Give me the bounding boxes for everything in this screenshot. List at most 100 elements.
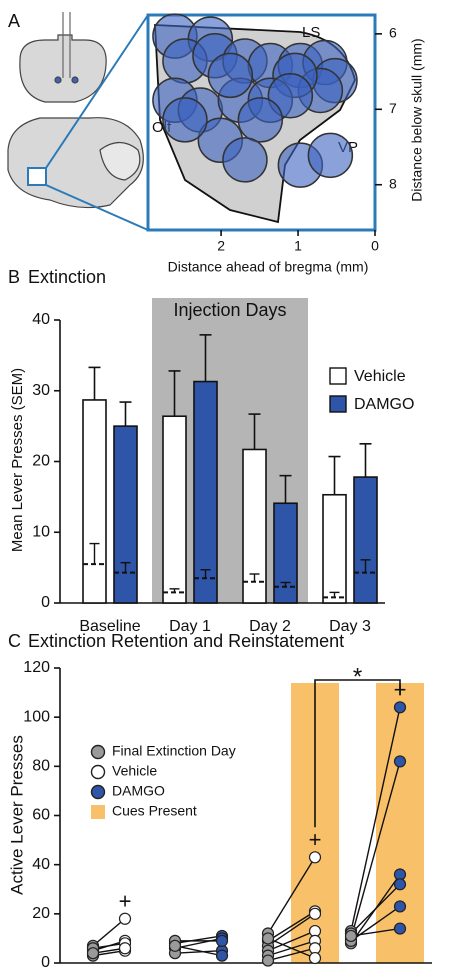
pair-line <box>267 856 316 934</box>
cue-band <box>376 683 424 963</box>
panel-label: C <box>8 631 21 651</box>
brain-sketch <box>7 12 144 209</box>
y-axis-label: Mean Lever Presses (SEM) <box>9 368 26 552</box>
legend-swatch <box>90 764 106 780</box>
after-point <box>393 878 407 891</box>
y-tick-label: 40 <box>32 311 50 328</box>
pair-line <box>174 937 223 949</box>
bar <box>82 399 107 604</box>
y-tick-label: 10 <box>32 523 50 540</box>
y-axis-label: Active Lever Presses <box>7 735 26 895</box>
before-point <box>168 939 182 952</box>
x-tick-label: 1 <box>294 238 302 254</box>
x-tick-label: Day 2 <box>249 618 291 635</box>
legend-label: Cues Present <box>112 803 197 819</box>
after-point <box>215 934 229 947</box>
legend-swatch <box>329 395 347 413</box>
zoom-line <box>45 14 149 169</box>
x-tick-label: Day 3 <box>329 618 371 635</box>
pair-line <box>350 883 401 934</box>
y-tick-label: 20 <box>32 905 50 922</box>
pair-line <box>350 927 401 937</box>
after-point <box>215 949 229 962</box>
y-axis-label: Distance below skull (mm) <box>409 38 425 201</box>
bar <box>322 493 347 604</box>
x-tick-label: Baseline <box>79 618 140 635</box>
y-tick-label: 0 <box>41 594 50 611</box>
y-tick-label: 0 <box>41 954 50 971</box>
shaded-label: Injection Days <box>173 300 286 320</box>
y-tick-label: 100 <box>23 708 50 725</box>
chart-title: Extinction <box>28 267 106 287</box>
significance-label: * <box>353 663 362 690</box>
y-tick-label: 40 <box>32 856 50 873</box>
bar <box>353 476 378 604</box>
after-point <box>393 922 407 935</box>
pair-line <box>92 918 126 947</box>
x-tick-label: 0 <box>371 238 379 254</box>
injection-site <box>237 97 284 143</box>
after-point <box>118 912 132 925</box>
y-tick-label: 80 <box>32 758 50 775</box>
pair-line <box>267 947 316 962</box>
legend-label: Final Extinction Day <box>112 743 236 759</box>
after-point <box>118 942 132 955</box>
pair-line <box>267 930 316 952</box>
legend-label: DAMGO <box>354 396 414 413</box>
panel-label: A <box>8 11 20 31</box>
pair-line <box>267 910 316 942</box>
legend-label: Vehicle <box>354 368 406 385</box>
y-tick-label: 6 <box>389 25 397 41</box>
legend-swatch <box>90 784 106 800</box>
legend-label: Vehicle <box>112 763 157 779</box>
before-point <box>261 954 275 967</box>
bar <box>273 502 298 604</box>
x-axis-label: Distance ahead of bregma (mm) <box>168 259 369 275</box>
after-point <box>308 951 322 965</box>
legend-label: DAMGO <box>112 783 165 799</box>
pair-line <box>267 937 316 959</box>
bar <box>162 415 187 604</box>
y-tick-label: 120 <box>23 659 50 676</box>
after-point <box>308 907 322 920</box>
injection-site <box>267 72 314 119</box>
panel-label: B <box>8 267 20 287</box>
y-tick-label: 30 <box>32 382 50 399</box>
after-point <box>308 851 322 864</box>
y-tick-label: 20 <box>32 453 50 470</box>
x-tick-label: Day 1 <box>169 618 211 635</box>
pair-line <box>350 761 401 939</box>
y-tick-label: 8 <box>389 175 397 191</box>
before-point <box>344 929 358 943</box>
chart-title: Extinction Retention and Reinstatement <box>28 631 344 651</box>
after-point <box>393 755 407 768</box>
pair-line <box>350 707 401 932</box>
significance-bracket <box>314 679 401 828</box>
pair-line <box>174 945 223 957</box>
legend-swatch <box>329 367 347 385</box>
annotation: LS <box>302 24 320 41</box>
pair-line <box>174 950 223 954</box>
x-tick-label: 2 <box>217 238 225 254</box>
y-tick-label: 60 <box>32 807 50 824</box>
legend-swatch <box>91 805 105 819</box>
bar <box>113 425 138 604</box>
after-point <box>393 701 407 714</box>
legend-swatch <box>90 744 106 760</box>
marker: + <box>309 827 322 852</box>
injection-site <box>207 52 254 99</box>
injection-site <box>222 137 268 183</box>
before-point <box>86 947 100 960</box>
before-point <box>261 932 275 945</box>
bar <box>242 448 267 604</box>
zoom-line <box>45 184 149 231</box>
injection-site <box>307 132 354 179</box>
after-point <box>393 900 407 913</box>
bar <box>193 380 218 604</box>
injection-site <box>162 97 208 143</box>
pair-line <box>267 913 316 947</box>
y-tick-label: 7 <box>389 100 397 116</box>
pair-line <box>174 935 223 945</box>
marker: + <box>119 889 132 914</box>
